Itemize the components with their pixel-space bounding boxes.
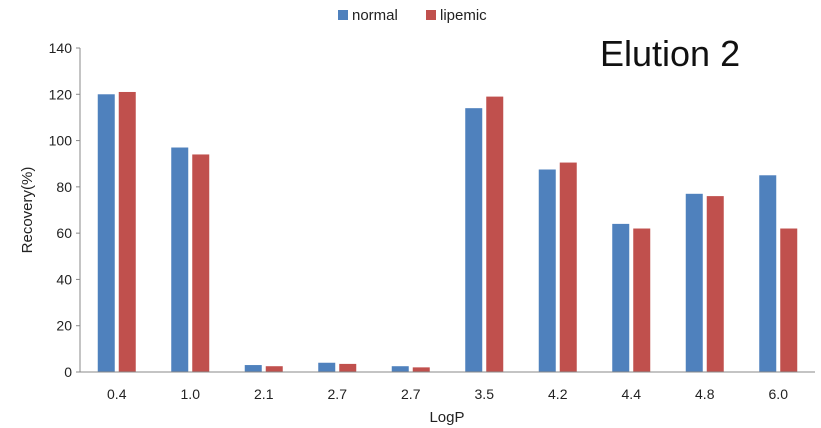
x-tick-label: 1.0 [181,386,201,402]
bar-lipemic [780,228,798,372]
bar-normal [391,366,409,372]
bar-lipemic [486,96,504,372]
y-tick-label: 40 [56,271,72,287]
y-tick-label: 60 [56,225,72,241]
x-tick-label: 4.4 [622,386,642,402]
x-axis-label: LogP [429,409,464,426]
chart-annotation: Elution 2 [600,33,740,74]
x-tick-label: 3.5 [475,386,495,402]
y-tick-label: 20 [56,318,72,334]
x-tick-label: 0.4 [107,386,127,402]
y-tick-label: 100 [49,133,73,149]
x-axis-ticks: 0.4 1.0 2.1 2.7 2.7 3.5 4.2 4.4 4.8 6.0 [107,386,788,402]
bar-normal [759,175,777,372]
bar-lipemic [706,196,724,372]
legend-label-lipemic: lipemic [440,7,487,24]
bar-lipemic [265,366,283,372]
x-tick-label: 2.7 [328,386,348,402]
bar-lipemic [118,91,136,372]
bar-normal [97,94,115,373]
bar-normal [465,108,483,373]
legend: normal lipemic [338,7,487,24]
x-tick-label: 4.8 [695,386,715,402]
y-tick-label: 80 [56,179,72,195]
y-tick-label: 140 [49,40,73,56]
bar-normal [171,147,189,372]
y-axis-label: Recovery(%) [19,167,36,254]
y-tick-label: 0 [64,364,72,380]
bar-normal [685,193,703,372]
bars [97,91,798,373]
legend-swatch-normal [338,10,348,20]
bar-normal [612,223,630,372]
x-tick-label: 2.7 [401,386,421,402]
x-tick-label: 4.2 [548,386,568,402]
legend-swatch-lipemic [426,10,436,20]
bar-normal [244,365,262,372]
bar-lipemic [412,367,430,372]
x-tick-label: 2.1 [254,386,274,402]
bar-lipemic [559,162,577,372]
y-tick-label: 120 [49,86,73,102]
x-tick-label: 6.0 [769,386,789,402]
bar-lipemic [633,228,651,372]
bar-normal [538,169,556,372]
bar-lipemic [192,154,210,372]
bar-lipemic [339,363,357,372]
y-axis-ticks: 0 20 40 60 80 100 120 140 [49,40,80,380]
bar-normal [318,362,336,372]
legend-label-normal: normal [352,7,398,24]
